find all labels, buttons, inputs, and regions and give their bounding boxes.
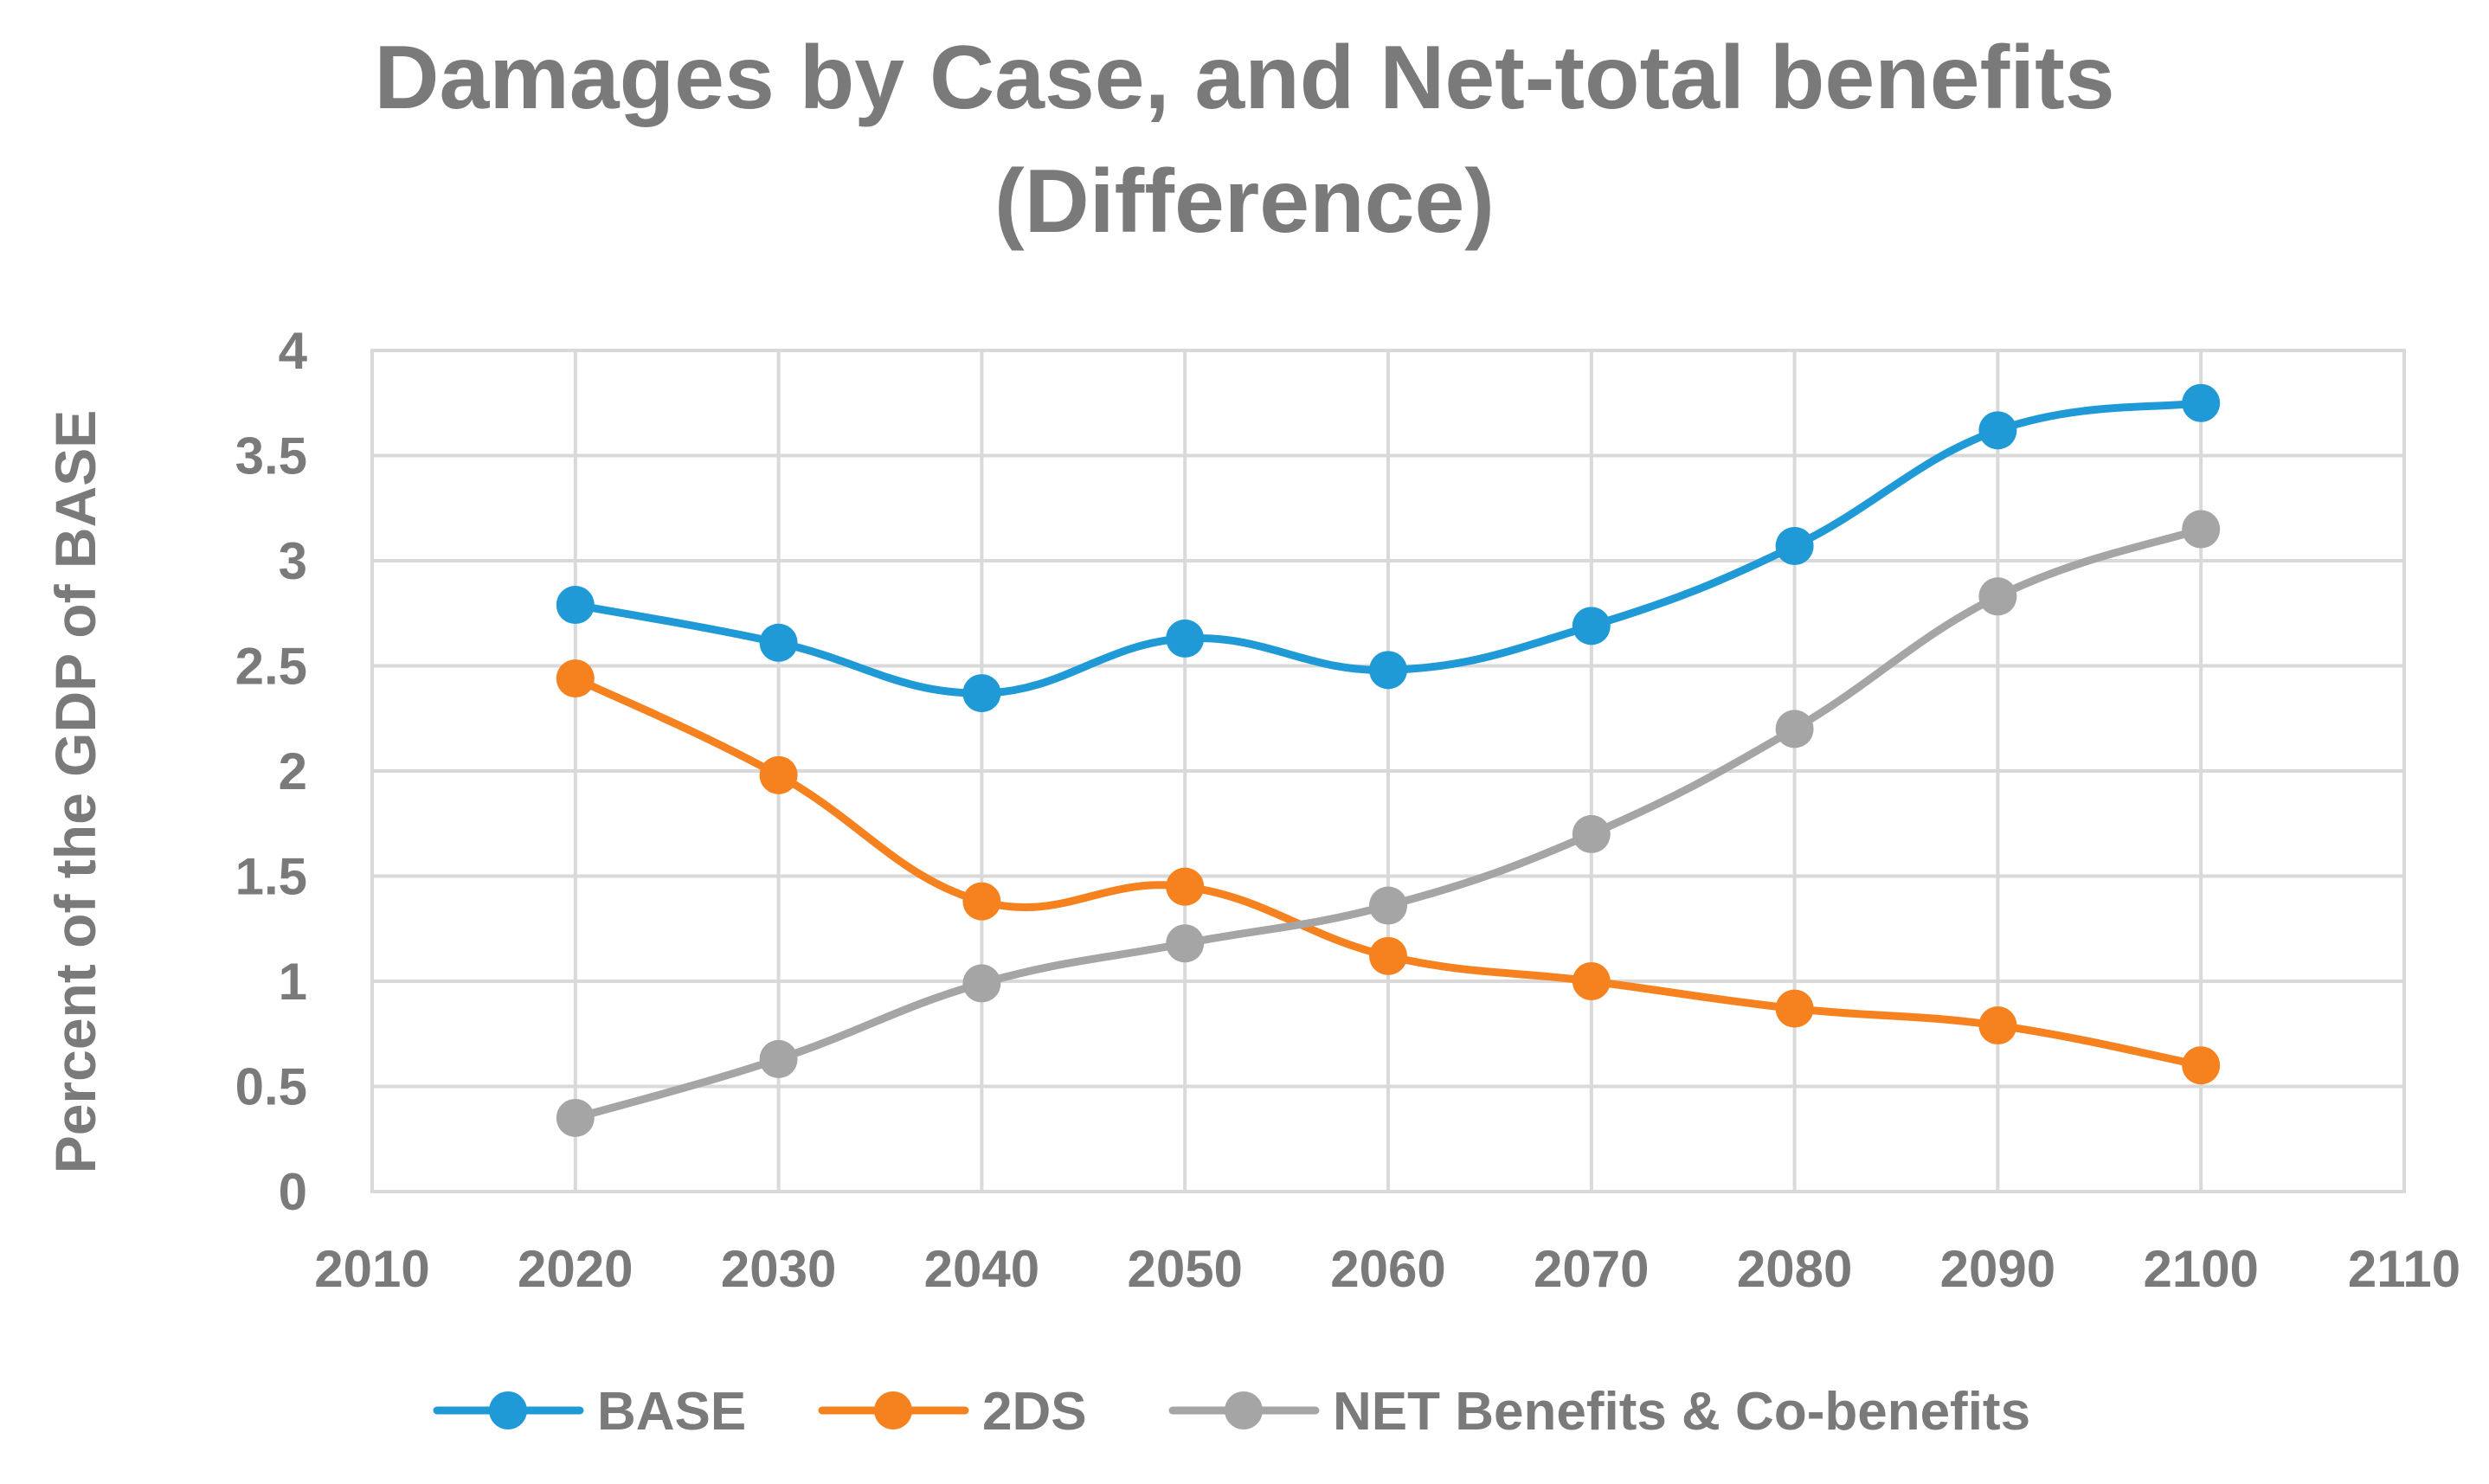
y-axis-title: Percent of the GDP of BASE	[43, 410, 107, 1174]
data-point-base[interactable]	[1369, 651, 1407, 690]
y-tick-label: 2	[279, 742, 307, 800]
y-tick-label: 1.5	[235, 848, 307, 906]
x-tick-label: 2080	[1737, 1240, 1852, 1298]
y-tick-label: 1	[279, 953, 307, 1011]
data-point-net-benefits-co-benefits[interactable]	[1572, 814, 1611, 853]
plot-area-border	[370, 349, 2406, 1193]
legend-label: 2DS	[982, 1382, 1087, 1442]
series-base	[556, 383, 2221, 713]
legend-marker-swatch	[874, 1391, 912, 1429]
data-point-base[interactable]	[2182, 383, 2221, 422]
y-tick-label: 3.5	[235, 427, 307, 485]
gridlines	[370, 349, 2406, 1193]
legend-marker-swatch	[1225, 1391, 1263, 1429]
y-tick-label: 3	[279, 532, 307, 590]
data-point-base[interactable]	[1775, 526, 1814, 565]
legend-item-net-benefits-co-benefits[interactable]: NET Benefits & Co-benefits	[1168, 1382, 2030, 1442]
x-axis-tick-labels: 2010 2020 2030 2040 2050 2060 2070 2080 2090 2100…	[314, 1240, 2460, 1298]
data-point-net-benefits-co-benefits[interactable]	[1978, 577, 2017, 616]
x-tick-label: 2070	[1534, 1240, 1649, 1298]
x-tick-label: 2060	[1330, 1240, 1445, 1298]
data-point-2ds[interactable]	[759, 755, 798, 794]
data-point-base[interactable]	[1572, 607, 1611, 646]
x-tick-label: 2040	[924, 1240, 1039, 1298]
data-point-base[interactable]	[1978, 411, 2017, 450]
y-tick-label: 0	[279, 1163, 307, 1221]
data-point-base[interactable]	[556, 586, 595, 625]
x-tick-label: 2050	[1127, 1240, 1242, 1298]
x-tick-label: 2110	[2348, 1240, 2460, 1298]
x-tick-label: 2020	[518, 1240, 633, 1298]
data-point-base[interactable]	[759, 623, 798, 662]
series-net-benefits-co-benefits	[556, 510, 2221, 1137]
data-point-2ds[interactable]	[1369, 936, 1407, 975]
legend-item-2ds[interactable]: 2DS	[818, 1382, 1087, 1442]
data-point-net-benefits-co-benefits[interactable]	[962, 964, 1001, 1003]
data-point-2ds[interactable]	[1775, 989, 1814, 1028]
data-point-2ds[interactable]	[2182, 1046, 2221, 1085]
x-tick-label: 2100	[2143, 1240, 2258, 1298]
chart-title-line-1: Damages by Case, and Net-total benefits	[374, 28, 2114, 128]
data-point-net-benefits-co-benefits[interactable]	[1166, 924, 1205, 963]
legend-label: BASE	[597, 1382, 746, 1442]
y-tick-label: 0.5	[235, 1058, 307, 1116]
x-tick-label: 2090	[1940, 1240, 2055, 1298]
chart-title-line-2: (Difference)	[994, 151, 1495, 252]
data-point-net-benefits-co-benefits[interactable]	[759, 1039, 798, 1078]
data-point-base[interactable]	[962, 674, 1001, 713]
data-point-base[interactable]	[1166, 619, 1205, 658]
data-point-2ds[interactable]	[962, 882, 1001, 921]
chart-title: Damages by Case, and Net-total benefits …	[374, 28, 2114, 252]
legend-label: NET Benefits & Co-benefits	[1333, 1382, 2030, 1442]
series-layer	[556, 383, 2221, 1137]
data-point-2ds[interactable]	[1572, 962, 1611, 1000]
data-point-net-benefits-co-benefits[interactable]	[1369, 886, 1407, 925]
data-point-net-benefits-co-benefits[interactable]	[556, 1098, 595, 1137]
data-point-net-benefits-co-benefits[interactable]	[1775, 710, 1814, 748]
legend-marker-swatch	[489, 1391, 527, 1429]
legend-item-base[interactable]: BASE	[433, 1382, 746, 1442]
data-point-net-benefits-co-benefits[interactable]	[2182, 510, 2221, 549]
y-axis-tick-labels: 0 0.5 1 1.5 2 2.5 3 3.5 4	[235, 322, 308, 1221]
y-tick-label: 4	[279, 322, 308, 380]
series-2ds	[556, 659, 2221, 1085]
x-tick-label: 2030	[721, 1240, 836, 1298]
legend: BASE 2DS NET Benefits & Co-benefits	[433, 1382, 2030, 1442]
x-tick-label: 2010	[314, 1240, 429, 1298]
data-point-2ds[interactable]	[1978, 1006, 2017, 1045]
data-point-2ds[interactable]	[556, 659, 595, 698]
data-point-2ds[interactable]	[1166, 867, 1205, 906]
y-tick-label: 2.5	[235, 638, 307, 696]
